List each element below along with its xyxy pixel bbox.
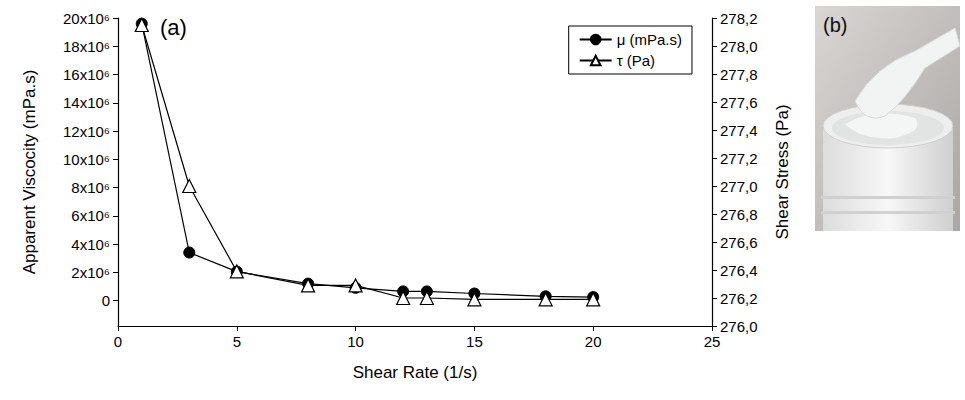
svg-text:276,4: 276,4	[720, 262, 758, 279]
svg-text:μ (mPa.s): μ (mPa.s)	[617, 31, 682, 48]
svg-text:5: 5	[233, 333, 241, 350]
svg-text:276,8: 276,8	[720, 206, 758, 223]
svg-text:276,6: 276,6	[720, 234, 758, 251]
svg-text:276,0: 276,0	[720, 318, 758, 335]
svg-text:Shear Stress (Pa): Shear Stress (Pa)	[773, 104, 792, 239]
svg-text:20: 20	[585, 333, 602, 350]
svg-text:25: 25	[704, 333, 721, 350]
svg-text:15: 15	[466, 333, 483, 350]
svg-text:278,2: 278,2	[720, 10, 758, 27]
svg-text:276,2: 276,2	[720, 290, 758, 307]
svg-text:277,6: 277,6	[720, 94, 758, 111]
svg-text:277,0: 277,0	[720, 178, 758, 195]
svg-text:4x10⁶: 4x10⁶	[71, 236, 110, 253]
svg-text:10x10⁶: 10x10⁶	[63, 151, 110, 168]
svg-text:18x10⁶: 18x10⁶	[63, 38, 110, 55]
svg-text:277,4: 277,4	[720, 122, 758, 139]
svg-text:6x10⁶: 6x10⁶	[71, 207, 110, 224]
svg-text:0: 0	[102, 292, 110, 309]
svg-text:2x10⁶: 2x10⁶	[71, 264, 110, 281]
html-text:(b): (b)	[823, 14, 848, 36]
svg-text:Shear Rate (1/s): Shear Rate (1/s)	[353, 363, 478, 382]
svg-text:278,0: 278,0	[720, 38, 758, 55]
svg-text:12x10⁶: 12x10⁶	[63, 123, 110, 140]
svg-text:277,2: 277,2	[720, 150, 758, 167]
svg-text:0: 0	[114, 333, 122, 350]
svg-text:(a): (a)	[160, 15, 187, 40]
svg-text:14x10⁶: 14x10⁶	[63, 94, 110, 111]
svg-text:20x10⁶: 20x10⁶	[63, 10, 110, 27]
svg-text:τ (Pa): τ (Pa)	[617, 52, 655, 69]
svg-text:277,8: 277,8	[720, 66, 758, 83]
svg-text:10: 10	[347, 333, 364, 350]
svg-text:8x10⁶: 8x10⁶	[71, 179, 110, 196]
svg-text:Apparent Viscocity (mPa.s): Apparent Viscocity (mPa.s)	[20, 70, 39, 275]
svg-text:16x10⁶: 16x10⁶	[63, 66, 110, 83]
